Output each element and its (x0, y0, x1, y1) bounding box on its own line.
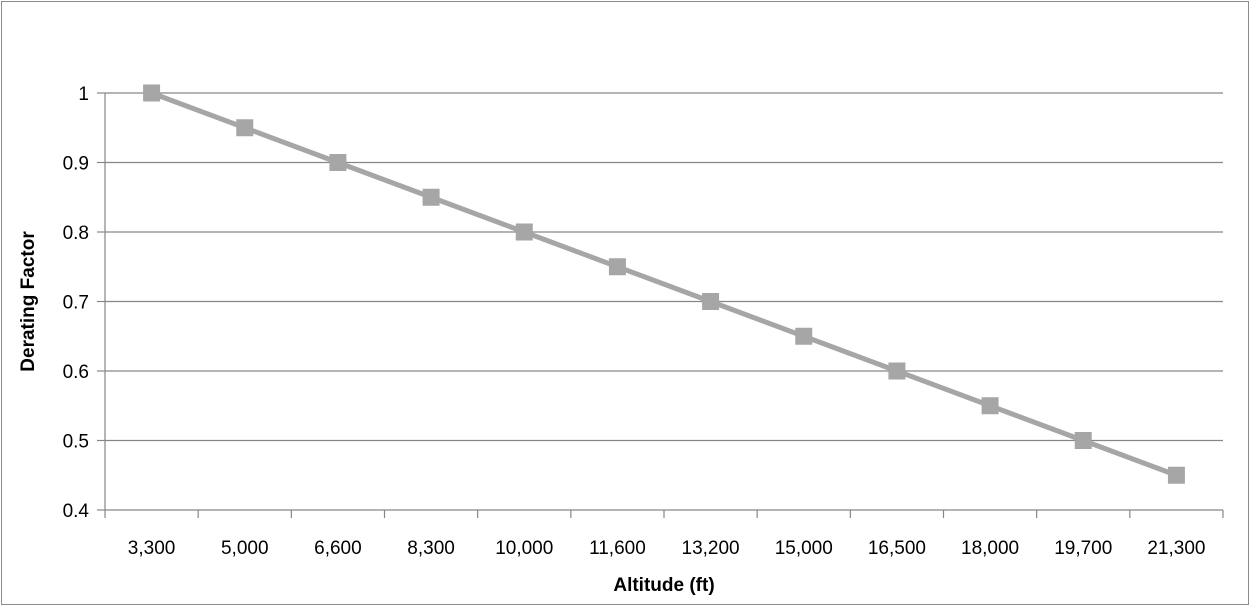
x-tick-label: 5,000 (221, 538, 269, 559)
gridlines (105, 92, 1223, 511)
data-point-marker (608, 258, 626, 276)
y-tick-label: 0.5 (63, 432, 89, 453)
y-tick-label: 0.8 (63, 223, 89, 244)
x-tick-label: 11,600 (589, 538, 646, 559)
y-tick-label: 1 (78, 84, 89, 105)
y-tick-labels: 0.4 0.5 0.6 0.7 0.8 0.9 1 (63, 84, 90, 522)
x-tick-label: 6,600 (314, 538, 362, 559)
x-tick-label: 15,000 (775, 538, 833, 559)
series (143, 84, 1185, 484)
data-point-marker (143, 84, 161, 102)
data-point-marker (888, 362, 906, 380)
x-tick-label: 19,700 (1054, 538, 1112, 559)
y-tick-label: 0.9 (63, 154, 89, 175)
series-line (150, 90, 1178, 478)
data-point-marker (795, 327, 813, 345)
data-point-marker (236, 119, 254, 137)
x-tick-label: 16,500 (868, 538, 926, 559)
x-tick-label: 18,000 (961, 538, 1019, 559)
data-point-marker (702, 293, 720, 310)
y-axis-title: Derating Factor (18, 231, 39, 372)
y-tick-label: 0.7 (63, 293, 89, 314)
data-point-marker (1167, 466, 1185, 484)
x-tick-labels: 3,300 5,000 6,600 8,300 10,000 11,600 13,200 15… (128, 538, 1206, 559)
x-tick-label: 3,300 (128, 538, 176, 559)
axes (97, 92, 1224, 518)
y-tick-label: 0.4 (63, 501, 90, 522)
x-tick-label: 13,200 (682, 538, 740, 559)
data-point-marker (1074, 432, 1092, 449)
data-point-marker (329, 154, 347, 171)
y-tick-label: 0.6 (63, 362, 89, 383)
x-tick-label: 21,300 (1147, 538, 1205, 559)
x-axis-title: Altitude (ft) (613, 575, 714, 596)
data-point-marker (981, 397, 999, 415)
data-point-marker (422, 188, 440, 206)
x-tick-label: 8,300 (407, 538, 455, 559)
x-tick-label: 10,000 (495, 538, 553, 559)
data-point-marker (515, 223, 533, 241)
